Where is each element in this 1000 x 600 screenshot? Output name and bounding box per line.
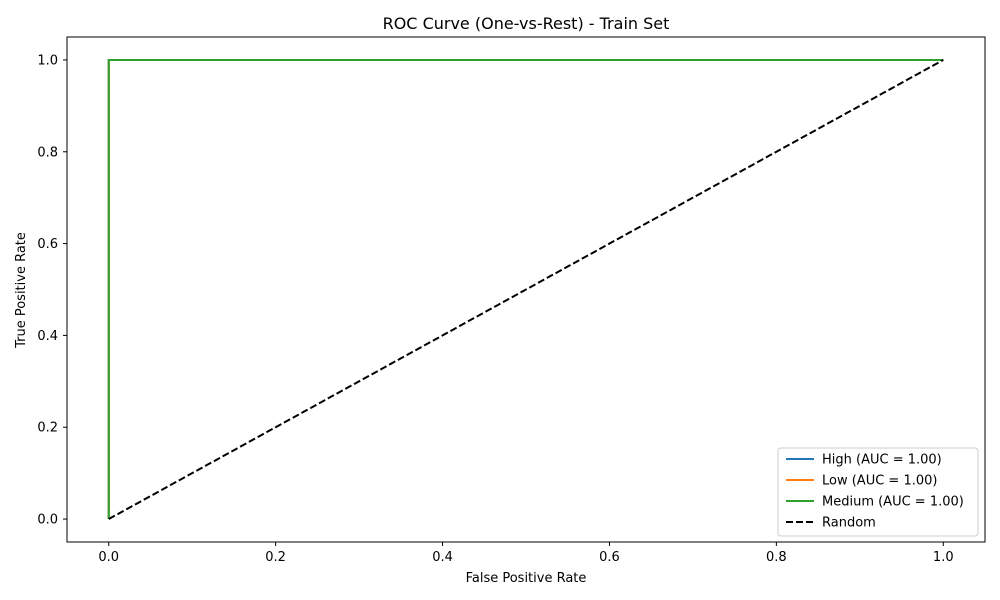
legend-box [777, 447, 979, 537]
x-axis-label: False Positive Rate [466, 571, 587, 586]
y-tick-label: 0.8 [37, 145, 58, 160]
y-tick-label: 0.2 [37, 421, 58, 436]
plot-area [107, 58, 944, 520]
legend-label: Random [822, 516, 876, 531]
x-tick-label: 0.6 [599, 550, 620, 565]
legend-label: Medium (AUC = 1.00) [822, 495, 964, 510]
y-axis-label: True Positive Rate [14, 232, 29, 349]
y-tick-label: 0.6 [37, 237, 58, 252]
x-tick-label: 0.8 [766, 550, 787, 565]
legend-label: High (AUC = 1.00) [822, 453, 942, 468]
legend-label: Low (AUC = 1.00) [822, 474, 937, 489]
x-tick-label: 0.0 [98, 550, 119, 565]
y-tick-label: 1.0 [37, 53, 58, 68]
x-tick-label: 0.4 [432, 550, 453, 565]
axes-frame [66, 36, 986, 543]
series-line-3 [108, 59, 944, 520]
legend: High (AUC = 1.00) Low (AUC = 1.00) Medium … [777, 447, 979, 537]
series-line-2 [107, 58, 944, 520]
axes: 0.0 0.2 0.4 0.6 0.8 1.0 0.0 0.2 0.4 0.6 0.8 1.0 [37, 36, 986, 565]
chart-title: ROC Curve (One-vs-Rest) - Train Set [383, 14, 670, 33]
y-tick-label: 0.4 [37, 329, 58, 344]
x-tick-label: 0.2 [265, 550, 286, 565]
x-tick-label: 1.0 [933, 550, 954, 565]
y-tick-label: 0.0 [37, 513, 58, 528]
